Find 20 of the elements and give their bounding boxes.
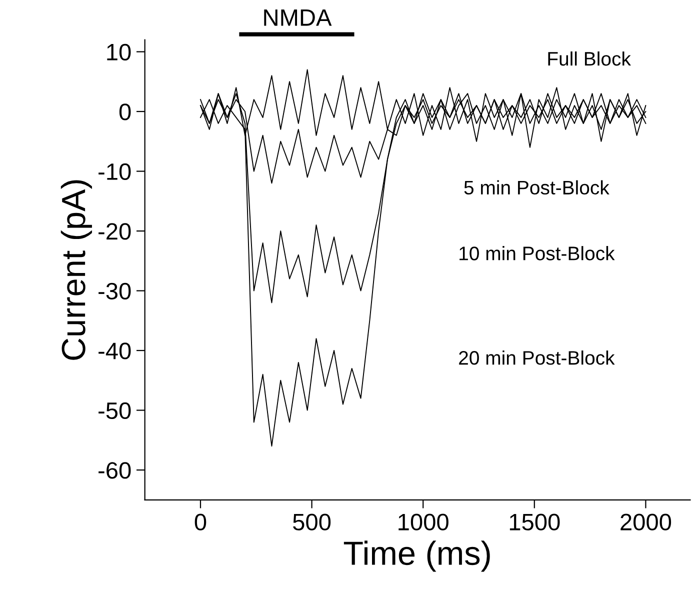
- y-tick-label: -10: [98, 163, 131, 180]
- annotation: 20 min Post-Block: [459, 350, 615, 365]
- annotation: 10 min Post-Block: [460, 246, 615, 260]
- annotation: 5 min Post-Block: [464, 180, 610, 195]
- x-tick-label: 500: [293, 514, 331, 530]
- x-tick-label: 1500: [510, 514, 560, 530]
- y-tick-label: -30: [98, 282, 131, 300]
- x-tick-label: 0: [194, 514, 206, 530]
- annotation: Full Block: [548, 51, 631, 66]
- x-tick-label: 1000: [398, 514, 448, 530]
- y-axis-title: Current (pA): [60, 180, 92, 360]
- y-tick-label: -60: [98, 462, 131, 479]
- text: NMDA: [264, 9, 332, 26]
- y-tick-label: -20: [98, 223, 131, 240]
- y-tick-label: -40: [98, 342, 131, 360]
- y-tick-label: 0: [119, 104, 131, 120]
- x-axis-title: Time (ms): [344, 540, 490, 572]
- y-tick-label: 10: [107, 44, 131, 61]
- x-tick-label: 2000: [620, 514, 672, 530]
- y-tick-label: -50: [98, 402, 131, 420]
